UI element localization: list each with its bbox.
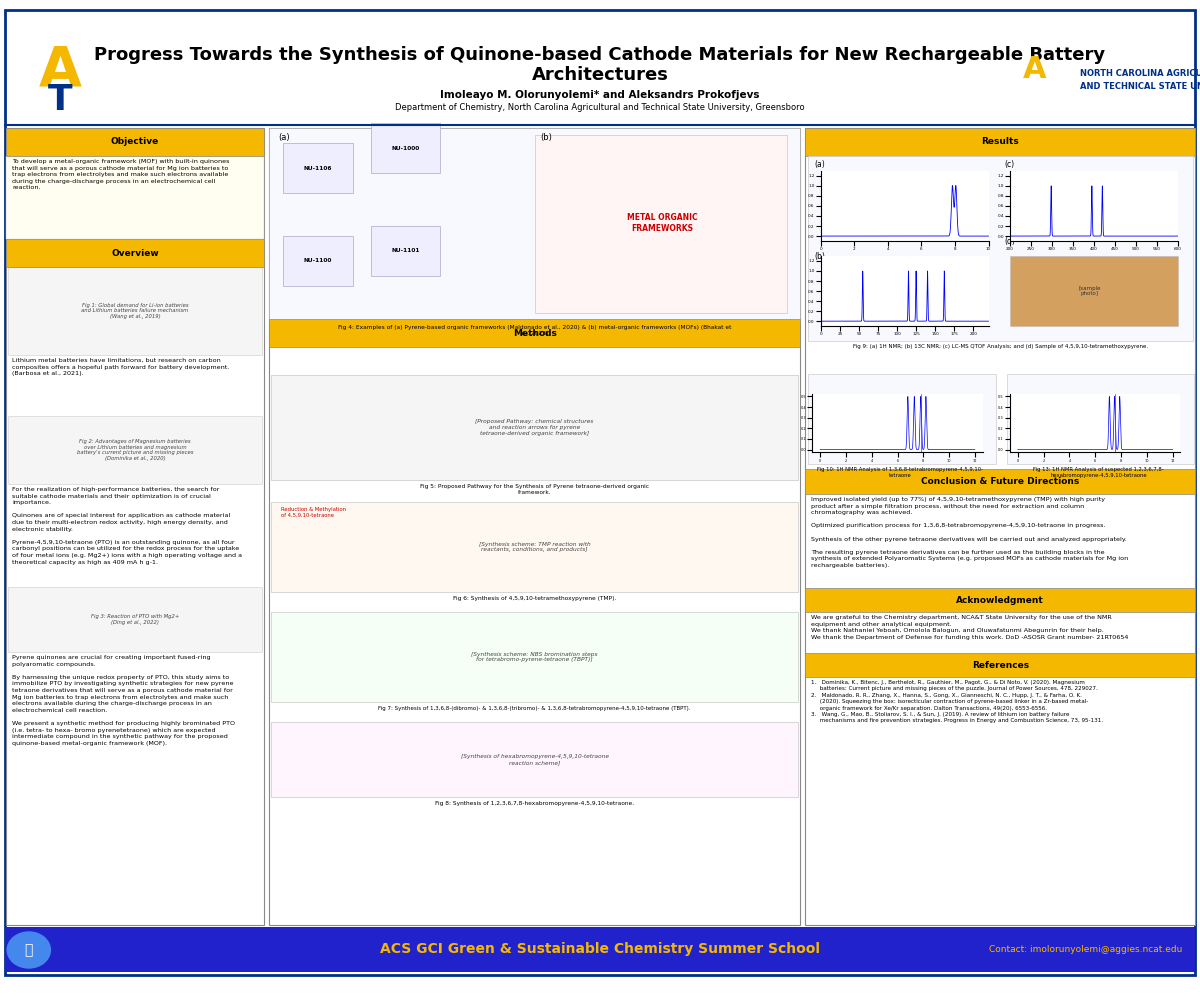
Text: To develop a metal-organic framework (MOF) with built-in quinones
that will serv: To develop a metal-organic framework (MO… (12, 159, 229, 190)
Text: ACS GCI Green & Sustainable Chemistry Summer School: ACS GCI Green & Sustainable Chemistry Su… (380, 942, 820, 956)
Text: (d): (d) (1004, 237, 1015, 246)
Bar (6, 156, 264, 239)
Text: [Synthesis scheme: TMP reaction with
reactants, conditions, and products]: [Synthesis scheme: TMP reaction with rea… (479, 542, 590, 552)
Bar (269, 128, 800, 323)
Circle shape (7, 932, 50, 968)
Text: Acknowledgment: Acknowledgment (956, 596, 1044, 605)
Text: References: References (972, 661, 1028, 670)
Text: Fig 9: (a) 1H NMR; (b) 13C NMR; (c) LC-MS QTOF Analysis; and (d) Sample of 4,5,9: Fig 9: (a) 1H NMR; (b) 13C NMR; (c) LC-M… (853, 344, 1147, 349)
Text: Fig 7: Synthesis of 1,3,6,8-(dibromo)- & 1,3,6,8-(tribromo)- & 1,3,6,8-tetrabrom: Fig 7: Synthesis of 1,3,6,8-(dibromo)- &… (378, 706, 691, 711)
Bar (808, 156, 1193, 341)
Bar (805, 653, 1195, 677)
Text: We are grateful to the Chemistry department, NCA&T State University for the use : We are grateful to the Chemistry departm… (811, 615, 1128, 640)
Text: For the realization of high-performance batteries, the search for
suitable catho: For the realization of high-performance … (12, 487, 242, 565)
Text: Fig 13: 1H NMR Analysis of suspected 1,2,3,6,7,8-
hexabromopyrene-4,5,9,10-tetra: Fig 13: 1H NMR Analysis of suspected 1,2… (1033, 467, 1164, 478)
Text: Objective: Objective (110, 137, 160, 146)
Text: [Synthesis scheme: NBS bromination steps
for tetrabromo-pyrene-tetraone (TBPT)]: [Synthesis scheme: NBS bromination steps… (472, 652, 598, 662)
Bar (6, 128, 264, 925)
Bar (805, 128, 1195, 925)
Text: Pyrene quinones are crucial for creating important fused-ring
polyaromatic compo: Pyrene quinones are crucial for creating… (12, 655, 235, 746)
Text: Fig 10: 1H NMR Analysis of 1,3,6,8-tetrabromopyrene-4,5,9,10-
tetraone: Fig 10: 1H NMR Analysis of 1,3,6,8-tetra… (817, 467, 983, 478)
Text: A: A (1022, 55, 1046, 85)
Text: (c): (c) (1004, 160, 1014, 169)
Text: Fig 5: Proposed Pathway for the Synthesis of Pyrene tetraone-derived organic
fra: Fig 5: Proposed Pathway for the Synthesi… (420, 484, 649, 495)
Bar (535, 135, 787, 313)
Text: NORTH CAROLINA AGRICULTURAL
AND TECHNICAL STATE UNIVERSITY: NORTH CAROLINA AGRICULTURAL AND TECHNICA… (1080, 69, 1200, 91)
Bar (283, 143, 353, 193)
Text: Progress Towards the Synthesis of Quinone-based Cathode Materials for New Rechar: Progress Towards the Synthesis of Quinon… (95, 46, 1105, 64)
Bar (1007, 374, 1194, 464)
Bar (6, 239, 264, 267)
Bar (6, 128, 264, 156)
Text: NU-1000: NU-1000 (391, 145, 420, 150)
Text: Fig 6: Synthesis of 4,5,9,10-tetramethoxypyrene (TMP).: Fig 6: Synthesis of 4,5,9,10-tetramethox… (452, 596, 617, 601)
Text: Fig 2: Advantages of Magnesium batteries
over Lithium batteries and magnesium
ba: Fig 2: Advantages of Magnesium batteries… (77, 439, 193, 461)
Bar (805, 469, 1195, 494)
Text: (b): (b) (541, 133, 552, 142)
Bar (271, 375, 798, 480)
Text: Imoleayo M. Olorunyolemi* and Aleksandrs Prokofjevs: Imoleayo M. Olorunyolemi* and Aleksandrs… (440, 90, 760, 100)
Bar (269, 128, 800, 925)
Text: NU-1101: NU-1101 (391, 248, 420, 253)
Text: ⚾: ⚾ (25, 943, 32, 957)
Text: [Proposed Pathway: chemical structures
and reaction arrows for pyrene
tetraone-d: [Proposed Pathway: chemical structures a… (475, 419, 594, 436)
Text: Lithium metal batteries have limitations, but research on carbon
composites offe: Lithium metal batteries have limitations… (12, 358, 229, 376)
Bar (8, 587, 262, 652)
Text: METAL ORGANIC
FRAMEWORKS: METAL ORGANIC FRAMEWORKS (626, 213, 697, 233)
Bar (271, 612, 798, 702)
Text: Overview: Overview (112, 248, 158, 257)
Text: 1.   Dominika, K., Bitenc, J., Berthelot, R., Gauthier, M., Pagot, G., & Di Noto: 1. Dominika, K., Bitenc, J., Berthelot, … (811, 680, 1103, 723)
Text: Reduction & Methylation
of 4,5,9,10-tetraone: Reduction & Methylation of 4,5,9,10-tetr… (281, 507, 346, 518)
Bar (271, 722, 798, 797)
Text: Department of Chemistry, North Carolina Agricultural and Technical State Univers: Department of Chemistry, North Carolina … (395, 103, 805, 111)
Text: Conclusion & Future Directions: Conclusion & Future Directions (922, 477, 1079, 486)
Text: [sample
photo]: [sample photo] (1079, 286, 1102, 296)
Bar (805, 128, 1195, 156)
Text: (a): (a) (815, 160, 826, 169)
Bar (271, 502, 798, 592)
Text: T: T (48, 83, 72, 117)
Bar (269, 319, 800, 347)
Text: Results: Results (982, 137, 1019, 146)
Bar (1010, 256, 1178, 326)
Bar (371, 226, 440, 276)
Text: Fig 1: Global demand for Li-ion batteries
and Lithium batteries failure mechanis: Fig 1: Global demand for Li-ion batterie… (82, 303, 188, 319)
Bar (283, 236, 353, 286)
Text: Contact: imolorunyolemi@aggies.ncat.edu: Contact: imolorunyolemi@aggies.ncat.edu (989, 945, 1182, 954)
Text: NU-1100: NU-1100 (304, 258, 332, 263)
Bar (8, 416, 262, 484)
Bar (805, 588, 1195, 612)
Bar (808, 374, 996, 464)
Text: Methods: Methods (512, 328, 557, 338)
Text: (a): (a) (278, 133, 290, 142)
Text: [Synthesis of hexabromopyrene-4,5,9,10-tetraone
reaction scheme]: [Synthesis of hexabromopyrene-4,5,9,10-t… (461, 754, 608, 765)
Bar (5, 927, 1195, 972)
Text: Fig 8: Synthesis of 1,2,3,6,7,8-hexabromopyrene-4,5,9,10-tetraone.: Fig 8: Synthesis of 1,2,3,6,7,8-hexabrom… (436, 801, 634, 806)
Text: NU-1106: NU-1106 (304, 165, 332, 170)
Text: Fig 4: Examples of (a) Pyrene-based organic frameworks (Maldonado et al., 2020) : Fig 4: Examples of (a) Pyrene-based orga… (338, 325, 731, 336)
Text: Improved isolated yield (up to 77%) of 4,5,9,10-tetramethoxypyrene (TMP) with hi: Improved isolated yield (up to 77%) of 4… (811, 497, 1128, 568)
Bar (8, 267, 262, 355)
Text: (b): (b) (815, 252, 826, 261)
Bar (371, 123, 440, 173)
Text: Architectures: Architectures (532, 66, 668, 84)
Text: A: A (38, 43, 82, 97)
Text: Fig 3: Reaction of PTO with Mg2+
(Ding et al., 2022): Fig 3: Reaction of PTO with Mg2+ (Ding e… (91, 614, 179, 625)
